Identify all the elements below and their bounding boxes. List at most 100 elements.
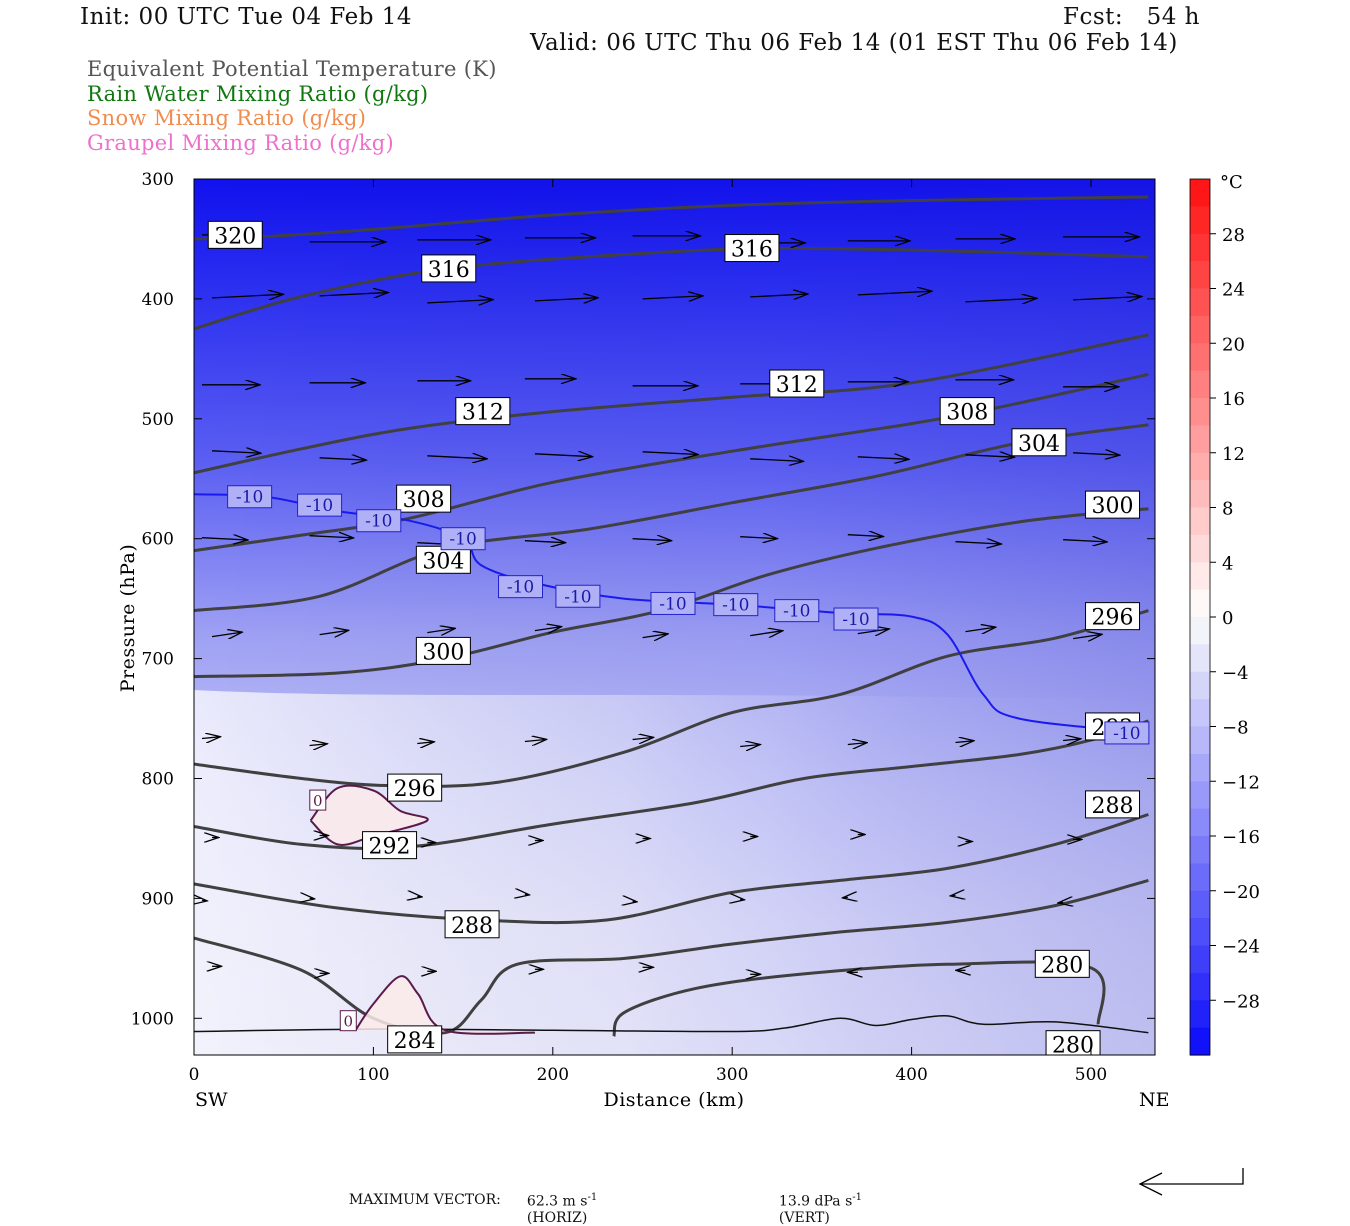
isotherm-label-text: -10 bbox=[1113, 724, 1140, 744]
x-tick-label: 300 bbox=[716, 1065, 748, 1085]
colorbar-label: −20 bbox=[1222, 882, 1260, 903]
wind-vector bbox=[525, 894, 530, 895]
x-axis-label: Distance (km) bbox=[603, 1089, 744, 1111]
theta-e-label-text: 284 bbox=[394, 1029, 436, 1054]
isotherm-label-text: -10 bbox=[507, 578, 534, 598]
theta-e-label-304: 304 bbox=[416, 546, 470, 574]
colorbar-band bbox=[1190, 343, 1210, 371]
colorbar-band bbox=[1190, 891, 1210, 919]
y-tick-label: 1000 bbox=[131, 1009, 174, 1029]
colorbar-label: −12 bbox=[1222, 772, 1260, 793]
colorbar-band bbox=[1190, 480, 1210, 508]
y-tick-label: 300 bbox=[142, 170, 174, 190]
colorbar-band bbox=[1190, 590, 1210, 618]
theta-e-label-text: 316 bbox=[731, 238, 773, 263]
colorbar-band bbox=[1190, 973, 1210, 1001]
x-tick-label: 400 bbox=[895, 1065, 927, 1085]
wind-vector bbox=[417, 896, 422, 897]
theta-e-label-300: 300 bbox=[1086, 491, 1140, 519]
isotherm-label: -10 bbox=[228, 486, 272, 508]
colorbar-label: 12 bbox=[1222, 444, 1245, 465]
x-tick-label: 0 bbox=[189, 1065, 200, 1085]
theta-e-label-text: 296 bbox=[1092, 606, 1134, 631]
isotherm-label: -10 bbox=[499, 576, 543, 598]
colorbar-band bbox=[1190, 918, 1210, 946]
rain-label: 0 bbox=[340, 1011, 356, 1031]
isotherm-label-text: -10 bbox=[365, 512, 392, 532]
y-tick-label: 600 bbox=[142, 530, 174, 550]
colorbar-unit: °C bbox=[1220, 172, 1243, 193]
theta-e-label-308: 308 bbox=[940, 398, 994, 426]
x-tick-label: 200 bbox=[537, 1065, 569, 1085]
colorbar-band bbox=[1190, 179, 1210, 207]
isotherm-label-text: -10 bbox=[783, 602, 810, 622]
theta-e-label-316: 316 bbox=[725, 235, 779, 263]
y-tick-label: 800 bbox=[142, 770, 174, 790]
wind-vector bbox=[1058, 902, 1063, 903]
y-tick-label: 400 bbox=[142, 290, 174, 310]
theta-e-label-312: 312 bbox=[770, 370, 824, 398]
isotherm-label: -10 bbox=[714, 594, 758, 616]
temperature-field-east bbox=[194, 179, 1155, 1055]
theta-e-label-280: 280 bbox=[1035, 950, 1089, 978]
theta-e-label-text: 312 bbox=[462, 401, 504, 426]
colorbar-band bbox=[1190, 836, 1210, 864]
isotherm-label-text: -10 bbox=[659, 594, 686, 614]
theta-e-label-text: 316 bbox=[428, 258, 470, 283]
colorbar-label: −24 bbox=[1222, 937, 1260, 958]
colorbar-label: 20 bbox=[1222, 334, 1245, 355]
colorbar-band bbox=[1190, 535, 1210, 563]
x-tick-label: 100 bbox=[357, 1065, 389, 1085]
cross-section-chart: 3203163163123123083083043043003002962962… bbox=[0, 0, 1350, 1200]
colorbar-band bbox=[1190, 754, 1210, 782]
theta-e-label-280: 280 bbox=[1046, 1031, 1100, 1059]
rain-label: 0 bbox=[310, 790, 326, 810]
rain-label-text: 0 bbox=[313, 792, 323, 810]
wind-vector bbox=[202, 900, 207, 901]
theta-e-label-text: 292 bbox=[369, 835, 411, 860]
colorbar-label: 8 bbox=[1222, 499, 1233, 520]
isotherm-label: -10 bbox=[834, 608, 878, 630]
max-vector-vert: 13.9 dPa s-1 (VERT) bbox=[770, 1176, 862, 1226]
colorbar-label: −28 bbox=[1222, 991, 1260, 1012]
theta-e-label-text: 296 bbox=[394, 777, 436, 802]
colorbar-band bbox=[1190, 234, 1210, 262]
colorbar-label: −8 bbox=[1222, 718, 1249, 739]
colorbar-band bbox=[1190, 617, 1210, 645]
isotherm-label: -10 bbox=[1105, 722, 1149, 744]
wind-vector bbox=[842, 897, 847, 898]
isotherm-label: -10 bbox=[651, 592, 695, 614]
reference-vector-icon bbox=[1140, 1168, 1243, 1195]
theta-e-label-text: 288 bbox=[1092, 794, 1134, 819]
theta-e-label-text: 308 bbox=[403, 488, 445, 513]
colorbar-band bbox=[1190, 425, 1210, 453]
colorbar-band bbox=[1190, 398, 1210, 426]
isotherm-label: -10 bbox=[556, 585, 600, 607]
theta-e-label-text: 308 bbox=[946, 401, 988, 426]
colorbar-band bbox=[1190, 1028, 1210, 1056]
colorbar-label: 16 bbox=[1222, 389, 1245, 410]
colorbar-band bbox=[1190, 289, 1210, 317]
theta-e-label-text: 304 bbox=[422, 549, 464, 574]
y-tick-label: 700 bbox=[142, 650, 174, 670]
theta-e-label-text: 288 bbox=[451, 914, 493, 939]
theta-e-label-288: 288 bbox=[445, 911, 499, 939]
colorbar-band bbox=[1190, 316, 1210, 344]
isotherm-label: -10 bbox=[357, 510, 401, 532]
colorbar-label: 24 bbox=[1222, 280, 1245, 301]
colorbar-label: 28 bbox=[1222, 225, 1245, 246]
theta-e-label-288: 288 bbox=[1086, 791, 1140, 819]
theta-e-label-296: 296 bbox=[1086, 603, 1140, 631]
x-endpoint-left: SW bbox=[195, 1089, 228, 1111]
max-vector-label: MAXIMUM VECTOR: bbox=[340, 1176, 501, 1208]
colorbar-band bbox=[1190, 1000, 1210, 1028]
colorbar-band bbox=[1190, 946, 1210, 974]
theta-e-label-316: 316 bbox=[422, 255, 476, 283]
isotherm-label-text: -10 bbox=[842, 610, 869, 630]
theta-e-label-text: 304 bbox=[1018, 432, 1060, 457]
colorbar-label: 0 bbox=[1222, 608, 1233, 629]
colorbar-band bbox=[1190, 261, 1210, 289]
y-tick-label: 500 bbox=[142, 410, 174, 430]
isotherm-label-text: -10 bbox=[236, 488, 263, 508]
